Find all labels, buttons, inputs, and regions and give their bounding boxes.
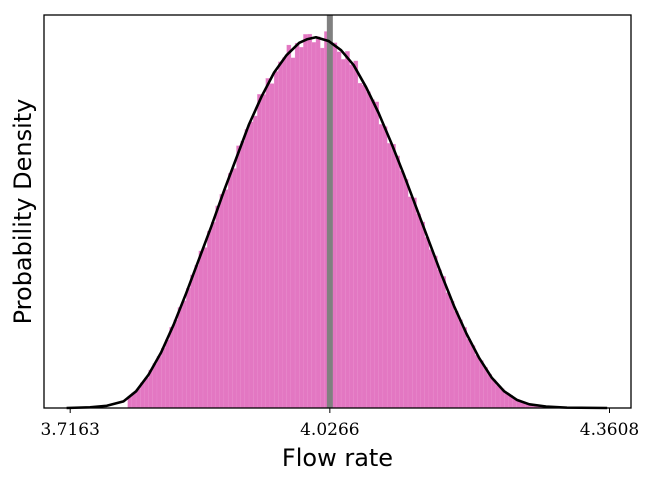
histogram-bar bbox=[424, 237, 430, 409]
histogram-bar bbox=[336, 51, 342, 409]
histogram-bar bbox=[269, 83, 275, 409]
histogram-bar bbox=[470, 345, 476, 409]
x-tick-label: 4.0266 bbox=[300, 420, 359, 440]
histogram-bar bbox=[278, 61, 283, 409]
histogram-bar bbox=[374, 101, 379, 409]
histogram-bar bbox=[416, 213, 421, 409]
histogram-bar bbox=[236, 145, 241, 409]
kde-curve-layer bbox=[66, 35, 608, 410]
histogram-bar bbox=[294, 42, 300, 409]
histogram-bar bbox=[181, 300, 187, 409]
histogram-bar bbox=[349, 64, 354, 409]
y-axis-label: Probability Density bbox=[9, 99, 37, 325]
histogram-bar bbox=[382, 126, 388, 409]
histogram-bar bbox=[399, 170, 405, 409]
histogram-bar bbox=[169, 327, 174, 409]
histogram-bar bbox=[240, 141, 246, 409]
histogram-bar bbox=[253, 115, 258, 409]
plot-frame bbox=[43, 14, 632, 409]
histogram-bar bbox=[495, 384, 501, 409]
histogram-bar bbox=[186, 288, 191, 409]
histogram-bars bbox=[127, 31, 589, 409]
histogram-bar bbox=[161, 347, 166, 409]
histogram-bar bbox=[286, 44, 292, 409]
histogram-bar bbox=[462, 327, 467, 409]
histogram-bar bbox=[370, 99, 375, 409]
histogram-bar bbox=[244, 129, 250, 409]
x-tick-label: 3.7163 bbox=[40, 420, 99, 440]
histogram-bar bbox=[173, 319, 179, 409]
histogram-bar bbox=[211, 221, 216, 409]
histogram-bar bbox=[361, 84, 367, 409]
histogram-bar bbox=[265, 78, 271, 409]
kde-curve bbox=[66, 35, 608, 410]
histogram-bar bbox=[478, 360, 484, 409]
histogram-bar bbox=[227, 173, 233, 409]
histogram-bar bbox=[474, 355, 480, 409]
histogram-bar bbox=[445, 292, 451, 409]
histogram-bar bbox=[378, 124, 384, 409]
histogram-bar bbox=[248, 121, 254, 409]
histogram-bar bbox=[282, 57, 287, 409]
histogram-bar bbox=[340, 59, 346, 409]
histogram-bar bbox=[202, 247, 208, 409]
histogram-bar bbox=[412, 197, 417, 409]
histogram-bar bbox=[437, 269, 442, 409]
histogram-bar bbox=[165, 339, 170, 409]
histogram-bar bbox=[386, 143, 392, 409]
histogram-bar bbox=[307, 33, 313, 409]
histogram-bar bbox=[432, 255, 438, 409]
histogram-bar bbox=[458, 319, 463, 409]
histogram-bar bbox=[466, 338, 472, 409]
histogram-bar bbox=[215, 205, 220, 409]
histogram-bar bbox=[420, 221, 426, 409]
histogram-bar bbox=[345, 51, 350, 409]
histogram-bar bbox=[428, 249, 434, 409]
histogram-bar bbox=[177, 307, 183, 409]
histogram-bar bbox=[207, 230, 212, 409]
histogram-bar bbox=[395, 155, 400, 409]
histogram-bar bbox=[315, 36, 321, 409]
histogram-bar bbox=[311, 42, 317, 409]
histogram-bar bbox=[366, 91, 371, 409]
histogram-bar bbox=[273, 71, 279, 409]
histogram-bar bbox=[483, 367, 488, 409]
histogram-bar bbox=[299, 47, 304, 409]
x-axis-ticks: 3.7163 4.0266 4.3608 bbox=[40, 408, 639, 440]
histogram-bar bbox=[232, 168, 237, 409]
histogram-bar bbox=[152, 363, 158, 409]
histogram-bar bbox=[190, 274, 195, 409]
histogram-bar bbox=[198, 250, 204, 409]
histogram-bar bbox=[353, 60, 359, 409]
histogram-bar bbox=[453, 311, 459, 409]
histogram-bar bbox=[144, 377, 149, 409]
histogram-bar bbox=[156, 356, 162, 409]
histogram-bar bbox=[487, 374, 492, 409]
histogram-bar bbox=[290, 57, 296, 409]
histogram-bar bbox=[332, 42, 338, 409]
x-tick-label: 4.3608 bbox=[580, 420, 639, 440]
histogram-bar bbox=[491, 379, 497, 409]
histogram-bar bbox=[357, 82, 363, 409]
histogram-bar bbox=[391, 143, 396, 409]
histogram-bar bbox=[257, 94, 262, 409]
histogram-bar bbox=[194, 265, 200, 409]
histogram-bar bbox=[449, 300, 455, 409]
histogram-bar bbox=[303, 34, 308, 409]
histogram-bar bbox=[223, 189, 229, 409]
x-axis-label: Flow rate bbox=[282, 444, 393, 472]
histogram-bar bbox=[403, 179, 409, 409]
histogram-bar bbox=[441, 276, 446, 409]
histogram-bar bbox=[320, 47, 325, 409]
histogram-bar bbox=[219, 194, 225, 409]
histogram-bar bbox=[261, 94, 267, 409]
histogram-bar bbox=[407, 196, 413, 409]
